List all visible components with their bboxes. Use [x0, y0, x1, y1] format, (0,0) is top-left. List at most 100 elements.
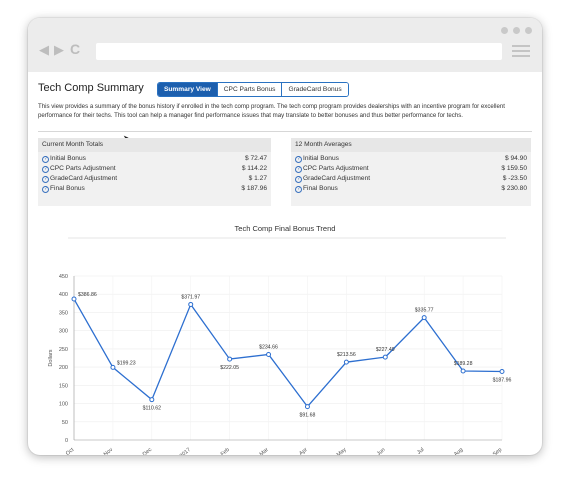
panel-row: ? Final Bonus $ 230.80: [291, 184, 531, 194]
panel-row: ? GradeCard Adjustment $ 1.27: [38, 174, 271, 184]
row-label: CPC Parts Adjustment: [50, 165, 116, 172]
panel-row: ? Initial Bonus $ 94.90: [291, 154, 531, 164]
row-value: $ 94.90: [505, 155, 527, 162]
y-tick-label: 150: [59, 383, 68, 389]
data-label: $222.05: [220, 365, 239, 371]
x-tick-label: Dec: [142, 447, 154, 455]
tab-gradecard-bonus[interactable]: GradeCard Bonus: [281, 83, 348, 96]
row-label: GradeCard Adjustment: [303, 175, 371, 182]
data-point: [499, 368, 505, 374]
panel-title: Current Month Totals: [38, 138, 271, 152]
data-point: [149, 397, 155, 403]
panel-row: ? CPC Parts Adjustment $ 159.50: [291, 164, 531, 174]
question-circle-icon[interactable]: ?: [295, 165, 302, 173]
data-point: [71, 296, 77, 302]
data-point: [382, 354, 388, 360]
question-circle-icon[interactable]: ?: [42, 155, 49, 163]
row-label: GradeCard Adjustment: [50, 175, 118, 182]
data-label: $91.68: [300, 413, 316, 419]
row-label: Initial Bonus: [50, 155, 86, 162]
x-tick-label: Mar: [259, 447, 270, 455]
window-dot[interactable]: [513, 27, 520, 34]
row-value: $ -23.50: [502, 175, 527, 182]
row-label: Final Bonus: [303, 185, 338, 192]
y-tick-label: 200: [59, 365, 68, 371]
data-label: $110.62: [143, 406, 161, 412]
x-tick-label: Feb: [220, 447, 231, 455]
y-tick-label: 100: [59, 402, 68, 408]
page-description: This view provides a summary of the bonu…: [38, 103, 505, 119]
panel-row: ? Final Bonus $ 187.96: [38, 184, 271, 194]
data-point: [460, 368, 466, 374]
y-tick-label: 300: [59, 329, 68, 335]
data-point: [421, 315, 427, 321]
row-value: $ 114.22: [241, 165, 267, 172]
data-label: $371.97: [181, 294, 200, 300]
tab-summary-view[interactable]: Summary View: [158, 83, 217, 96]
address-bar[interactable]: [96, 43, 502, 60]
question-circle-icon[interactable]: ?: [295, 185, 302, 193]
x-tick-label: Sep: [492, 447, 503, 455]
question-circle-icon[interactable]: ?: [42, 165, 49, 173]
panel-row: ? GradeCard Adjustment $ -23.50: [291, 174, 531, 184]
data-point: [227, 356, 233, 362]
view-tabs: Summary View CPC Parts Bonus GradeCard B…: [157, 82, 349, 97]
row-value: $ 1.27: [248, 175, 267, 182]
data-label: $386.86: [78, 292, 97, 298]
x-tick-label: 2017: [179, 447, 192, 455]
data-point: [188, 301, 194, 307]
question-circle-icon[interactable]: ?: [42, 185, 49, 193]
chevron-right-icon[interactable]: ▶: [54, 42, 64, 57]
browser-chrome: ◀ ▶ C: [28, 18, 542, 72]
y-tick-label: 50: [62, 420, 68, 426]
data-label: $187.96: [493, 377, 512, 383]
question-circle-icon[interactable]: ?: [295, 175, 302, 183]
row-value: $ 159.50: [501, 165, 527, 172]
page-title: Tech Comp Summary: [38, 82, 144, 94]
tab-cpc-parts-bonus[interactable]: CPC Parts Bonus: [216, 83, 282, 96]
x-tick-label: Jun: [376, 447, 387, 455]
divider: [38, 131, 532, 132]
panel-row: ? Initial Bonus $ 72.47: [38, 154, 271, 164]
row-value: $ 72.47: [245, 155, 267, 162]
y-tick-label: 0: [65, 438, 68, 444]
data-point: [110, 364, 116, 370]
x-tick-label: Oct: [65, 447, 76, 455]
y-tick-label: 350: [59, 310, 68, 316]
row-label: Initial Bonus: [303, 155, 339, 162]
panel-row: ? CPC Parts Adjustment $ 114.22: [38, 164, 271, 174]
data-point: [343, 359, 349, 365]
row-label: Final Bonus: [50, 185, 85, 192]
question-circle-icon[interactable]: ?: [295, 155, 302, 163]
x-tick-label: Aug: [453, 447, 464, 455]
question-circle-icon[interactable]: ?: [42, 175, 49, 183]
chart-title: Tech Comp Final Bonus Trend: [234, 224, 336, 233]
y-tick-label: 450: [59, 274, 68, 280]
data-label: $213.56: [337, 352, 356, 358]
twelve-month-panel: 12 Month Averages ? Initial Bonus $ 94.90 …: [291, 138, 531, 206]
window-dot[interactable]: [501, 27, 508, 34]
reload-icon[interactable]: C: [70, 41, 81, 57]
page-content: Tech Comp Summary Summary View CPC Parts…: [28, 72, 542, 455]
series-line: [73, 298, 503, 408]
y-axis-label: Dollars: [48, 349, 54, 366]
x-tick-label: Jul: [416, 447, 425, 455]
chevron-left-icon[interactable]: ◀: [39, 42, 49, 57]
y-tick-label: 400: [59, 292, 68, 298]
window-dot[interactable]: [525, 27, 532, 34]
row-value: $ 230.80: [501, 185, 527, 192]
panel-title: 12 Month Averages: [291, 138, 531, 152]
data-point: [266, 351, 272, 357]
x-tick-label: Apr: [298, 447, 309, 455]
row-value: $ 187.96: [241, 185, 267, 192]
y-tick-label: 250: [59, 347, 68, 353]
data-label: $227.49: [376, 347, 395, 353]
data-label: $234.66: [259, 344, 278, 350]
data-label: $335.77: [415, 308, 434, 314]
bonus-trend-chart: 0 50 100 150 200 250 300 350 400 450 Oct Nov Dec 2017…: [48, 237, 512, 455]
x-tick-label: May: [336, 447, 348, 455]
hamburger-menu-icon[interactable]: [512, 45, 530, 57]
data-point: [304, 404, 310, 410]
current-month-panel: Current Month Totals ? Initial Bonus $ 72.…: [38, 138, 271, 206]
